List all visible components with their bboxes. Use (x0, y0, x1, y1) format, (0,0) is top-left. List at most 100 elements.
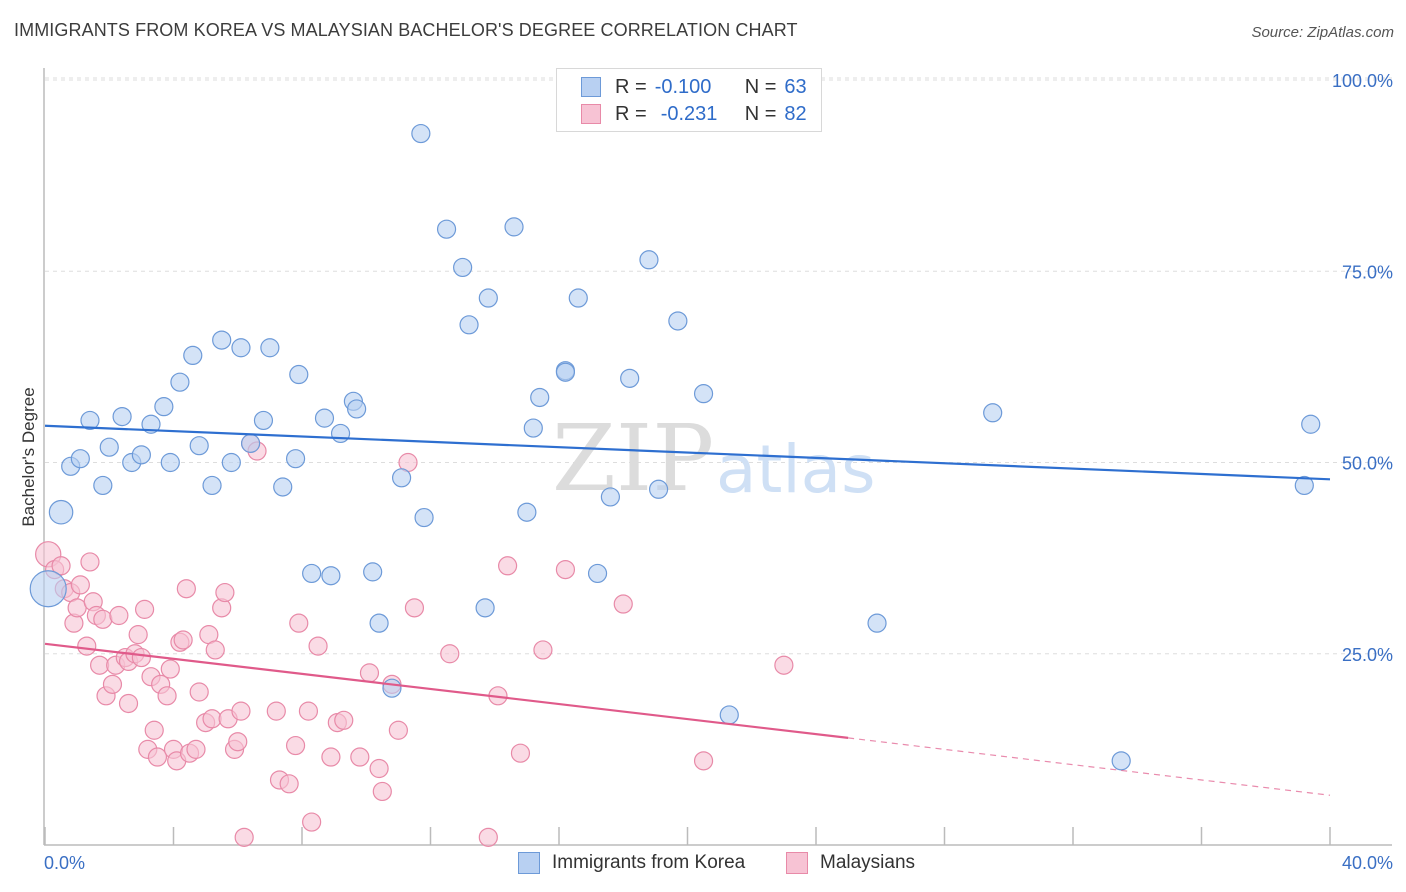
malaysians-point (266, 701, 286, 721)
watermark: ZIP atlas (552, 405, 876, 512)
watermark-atlas: atlas (716, 431, 876, 508)
y-tick-label: 50.0% (1342, 454, 1393, 474)
korea-point (478, 288, 498, 308)
malaysians-point (202, 709, 222, 729)
korea-point (648, 479, 669, 499)
korea-point (202, 475, 222, 496)
malaysians-point (70, 575, 90, 595)
malaysians-point (147, 747, 168, 767)
malaysians-point (298, 701, 319, 721)
korea-point (568, 288, 588, 308)
malaysians-point (555, 559, 576, 580)
korea-point (1111, 751, 1131, 771)
korea-point (99, 437, 119, 457)
korea-point (314, 408, 335, 428)
korea-point (587, 563, 608, 584)
malaysians-point (372, 781, 392, 802)
malaysians-point (321, 747, 341, 767)
malaysians-point (613, 594, 633, 614)
korea-point (523, 418, 543, 438)
malaysians-point (93, 609, 113, 629)
korea-point (302, 563, 322, 584)
korea-point (453, 257, 473, 278)
korea-r-value: -0.100 (654, 75, 712, 98)
korea-legend-swatch (518, 852, 540, 874)
trend-lines (44, 424, 1331, 796)
malaysians-point (176, 579, 196, 599)
korea-point (867, 613, 887, 633)
malaysians-point (128, 625, 148, 645)
malaysians-point (478, 827, 498, 847)
malaysians-point (77, 636, 97, 656)
malaysians-point (533, 640, 553, 660)
korea-point (555, 362, 576, 382)
korea-point (212, 330, 232, 350)
korea-point (504, 217, 524, 237)
malaysians-point (134, 599, 155, 619)
malaysians-point (144, 720, 164, 740)
korea-n-value: 63 (784, 75, 807, 98)
korea-points (29, 123, 1321, 771)
malaysians-point (231, 701, 251, 721)
malaysians-point (228, 732, 248, 752)
korea-point (131, 445, 151, 465)
bottom-legend-malay: Malaysians (786, 852, 915, 874)
malaysians-point (774, 655, 794, 675)
tick-labels: 100.0% 75.0% 50.0% 25.0% 0.0% 40.0% (44, 71, 1393, 873)
malaysians-point (369, 758, 389, 779)
korea-point (363, 562, 383, 582)
korea-point (347, 399, 367, 419)
malay-legend-label: Malaysians (820, 852, 916, 873)
korea-point (93, 475, 113, 496)
r-label: R = (615, 75, 647, 98)
korea-point (289, 364, 309, 385)
korea-point (241, 433, 261, 453)
korea-point (29, 570, 67, 608)
korea-point (668, 311, 688, 331)
malay-swatch (581, 104, 601, 124)
malay-legend-swatch (786, 852, 808, 874)
korea-point (321, 566, 341, 586)
malaysians-point (404, 598, 425, 618)
korea-point (189, 436, 209, 456)
korea-point (1301, 414, 1321, 434)
y-tick-label: 25.0% (1342, 645, 1393, 665)
r-label: R = (615, 102, 647, 125)
legend-row-korea: R = -0.100 N = 63 (581, 75, 807, 99)
korea-point (369, 613, 389, 633)
malaysians-point (67, 598, 87, 618)
grid-lines (45, 77, 1392, 655)
korea-point (693, 384, 714, 404)
korea-point (436, 219, 457, 239)
korea-point (231, 338, 251, 358)
korea-point (183, 345, 203, 365)
korea-point (221, 452, 241, 473)
malaysians-point (693, 751, 714, 771)
malaysians-point (131, 647, 151, 668)
korea-point (260, 338, 280, 358)
y-tick-label: 100.0% (1332, 71, 1393, 91)
korea-point (285, 449, 306, 469)
korea-trend-line (44, 424, 1331, 481)
malaysians-point (160, 659, 180, 679)
x-tick-label: 40.0% (1342, 853, 1393, 873)
korea-point (112, 407, 132, 427)
watermark-zip: ZIP (552, 405, 714, 512)
malaysians-point (289, 613, 309, 633)
n-label: N = (744, 75, 777, 98)
malaysians-point (302, 812, 322, 832)
malaysians-point (189, 682, 209, 702)
malaysians-point (186, 739, 206, 759)
korea-point (1294, 475, 1314, 496)
bottom-legend-korea: Immigrants from Korea (518, 852, 745, 874)
korea-point (70, 449, 90, 469)
korea-point (620, 368, 640, 388)
korea-point (382, 678, 402, 698)
malaysians-point (498, 556, 518, 576)
axes (43, 68, 1392, 846)
malaysians-point (205, 640, 225, 660)
korea-point (154, 397, 174, 417)
malaysians-point (440, 644, 460, 664)
korea-legend-label: Immigrants from Korea (552, 852, 746, 873)
